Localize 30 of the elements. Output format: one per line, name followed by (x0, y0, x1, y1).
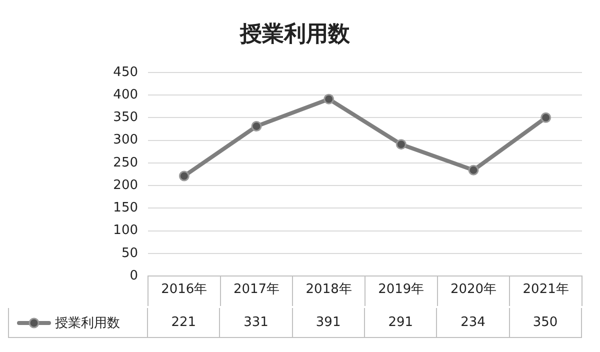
point (251, 120, 262, 132)
x-tick-label: 2020年 (450, 282, 497, 298)
y-tick-label: 100 (113, 223, 138, 238)
y-tick-label: 0 (130, 268, 138, 284)
y-tick-label: 350 (113, 110, 138, 126)
chart-title: 授業利用数 (239, 22, 351, 47)
y-tick-label: 250 (113, 155, 138, 170)
data-label: 391 (292, 308, 365, 338)
y-tick-label: 200 (113, 178, 138, 193)
point (396, 139, 406, 150)
point (178, 170, 190, 182)
y-tick-label: 50 (121, 246, 138, 261)
data-label: 350 (510, 308, 582, 338)
point (324, 94, 334, 104)
x-tick-label: 2016年 (161, 282, 208, 298)
x-tick-label: 2019年 (378, 282, 424, 298)
y-tick-label: 400 (113, 87, 138, 102)
legend-label: 授業利用数 (55, 314, 120, 332)
data-label: 331 (220, 308, 293, 338)
data-label: 291 (364, 308, 438, 338)
y-tick-label: 300 (113, 132, 138, 148)
x-tick-label: 2021年 (522, 282, 569, 298)
x-tick-label: 2017年 (233, 282, 280, 298)
y-tick-label: 450 (113, 64, 138, 80)
point (468, 164, 479, 176)
point (540, 112, 552, 123)
data-label: 221 (148, 308, 220, 338)
y-tick-label: 150 (113, 200, 138, 216)
data-label: 234 (437, 308, 510, 338)
x-tick-label: 2018年 (306, 282, 352, 298)
